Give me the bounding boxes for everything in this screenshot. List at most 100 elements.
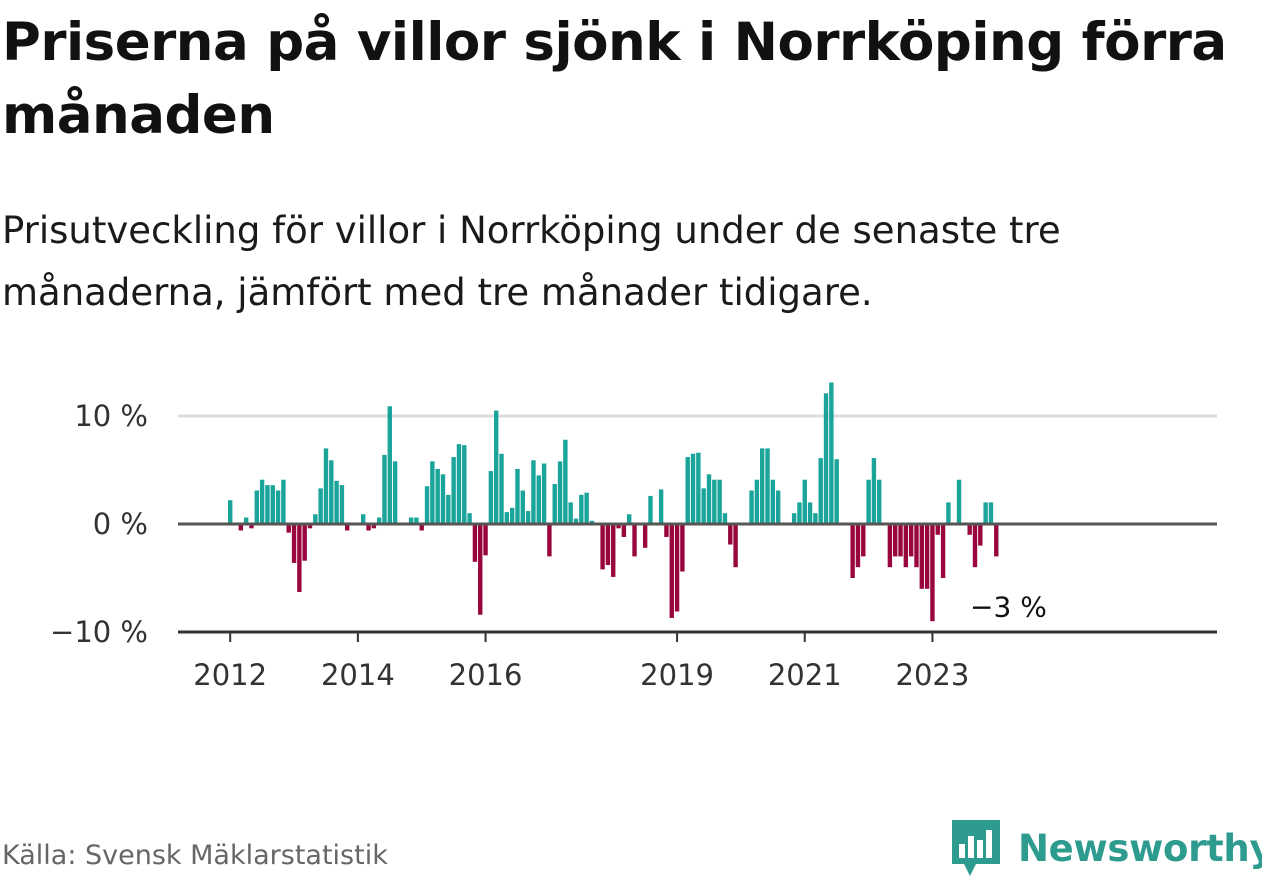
bar-positive [265, 485, 270, 524]
bar-negative [371, 524, 377, 529]
bar-positive [435, 468, 440, 524]
bar-positive [770, 479, 776, 524]
bar-negative [286, 524, 291, 533]
bar-negative [940, 524, 946, 578]
bar-positive [658, 489, 664, 524]
bar-positive [584, 492, 589, 524]
bar-positive [414, 517, 419, 524]
bar-negative [616, 524, 621, 529]
x-tick-label: 2014 [321, 658, 395, 692]
bar-negative [478, 524, 483, 615]
x-tick-label: 2021 [768, 658, 842, 692]
bar-positive [243, 517, 249, 524]
bar-positive [387, 406, 392, 524]
bar-positive [690, 453, 696, 524]
y-tick-label: −10 % [50, 615, 148, 649]
bar-positive [424, 486, 430, 524]
bar-negative [419, 524, 424, 531]
bar-negative [669, 524, 674, 618]
y-tick-label: 0 % [93, 507, 148, 541]
bar-positive [531, 460, 536, 524]
bar-positive [323, 448, 329, 524]
bar-negative [483, 524, 488, 556]
bar-positive [520, 490, 525, 524]
bar-negative [935, 524, 940, 535]
bar-positive [313, 514, 318, 524]
bar-positive [871, 458, 877, 524]
bar-positive [701, 488, 706, 524]
bar-negative [930, 524, 935, 622]
bar-negative [547, 524, 552, 557]
bar-positive [270, 485, 275, 524]
bar-negative [924, 524, 930, 589]
bar-positive [536, 475, 541, 524]
bar-negative [887, 524, 893, 568]
bar-positive [946, 502, 951, 524]
bar-positive [499, 453, 504, 524]
source-credit: Källa: Svensk Mäklarstatistik [2, 840, 388, 871]
bar-positive [408, 517, 414, 524]
bar-negative [302, 524, 307, 561]
bar-positive [541, 463, 547, 524]
bar-positive [696, 452, 701, 524]
bar-positive [254, 490, 259, 524]
bar-positive [956, 479, 962, 524]
bar-negative [978, 524, 983, 546]
bar-positive [446, 494, 451, 524]
bar-positive [802, 479, 807, 524]
bar-negative [967, 524, 972, 535]
bar-negative [919, 524, 924, 589]
newsworthy-logo: Newsworthy [950, 818, 1262, 878]
bar-positive [382, 454, 387, 524]
x-tick-label: 2016 [449, 658, 523, 692]
bar-positive [494, 410, 499, 524]
bar-negative [850, 524, 855, 578]
bar-negative [366, 524, 371, 531]
bar-positive [988, 502, 994, 524]
bar-positive [983, 502, 988, 524]
bar-positive [706, 474, 712, 524]
bar-positive [509, 507, 515, 524]
bar-positive [813, 513, 818, 524]
last-value-label: −3 % [970, 590, 1047, 623]
bar-positive [760, 448, 765, 524]
bar-positive [467, 513, 472, 524]
bar-positive [515, 468, 520, 524]
bar-negative [908, 524, 914, 557]
chart-subtitle: Prisutveckling för villor i Norrköping u… [2, 209, 1061, 314]
x-tick-label: 2012 [193, 658, 267, 692]
bar-negative [632, 524, 637, 557]
brand-name: Newsworthy [1018, 826, 1262, 870]
bar-positive [823, 393, 829, 524]
bar-positive [440, 474, 446, 524]
chart-title: Priserna på villor sjönk i Norrköping fö… [2, 12, 1227, 146]
bar-positive [685, 457, 690, 524]
bar-positive [648, 495, 653, 524]
bar-positive [877, 479, 882, 524]
bar-positive [866, 479, 871, 524]
bar-positive [525, 511, 531, 524]
bar-positive [834, 459, 839, 524]
bar-positive [579, 494, 584, 524]
bar-negative [674, 524, 680, 612]
bar-negative [249, 524, 254, 529]
bar-positive [339, 485, 345, 524]
bar-negative [472, 524, 478, 562]
bar-positive [318, 488, 323, 524]
bar-negative [297, 524, 302, 593]
bar-positive [281, 479, 286, 524]
bar-positive [361, 514, 366, 524]
bar-negative [291, 524, 297, 563]
bar-negative [345, 524, 350, 531]
bar-negative [898, 524, 903, 557]
bar-positive [754, 479, 760, 524]
y-tick-label: 10 % [74, 399, 148, 433]
bar-negative [893, 524, 898, 557]
bar-positive [488, 471, 494, 524]
bar-positive [275, 490, 281, 524]
bar-positive [462, 445, 467, 524]
bar-negative [861, 524, 866, 557]
bar-positive [334, 480, 339, 524]
bar-negative [307, 524, 313, 529]
bar-negative [605, 524, 611, 566]
